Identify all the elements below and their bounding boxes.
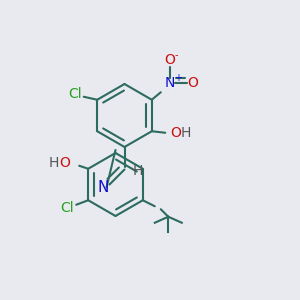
Text: O: O xyxy=(59,156,70,170)
Text: N: N xyxy=(98,180,109,195)
Text: +: + xyxy=(174,73,182,83)
Text: -: - xyxy=(175,50,178,60)
Text: Cl: Cl xyxy=(68,87,82,101)
Text: O: O xyxy=(164,53,175,67)
Text: Cl: Cl xyxy=(60,201,74,215)
Text: H: H xyxy=(133,164,143,178)
Text: H: H xyxy=(48,156,59,170)
Text: H: H xyxy=(181,126,191,140)
Text: O: O xyxy=(170,126,181,140)
Text: O: O xyxy=(187,76,198,90)
Text: N: N xyxy=(165,76,175,90)
